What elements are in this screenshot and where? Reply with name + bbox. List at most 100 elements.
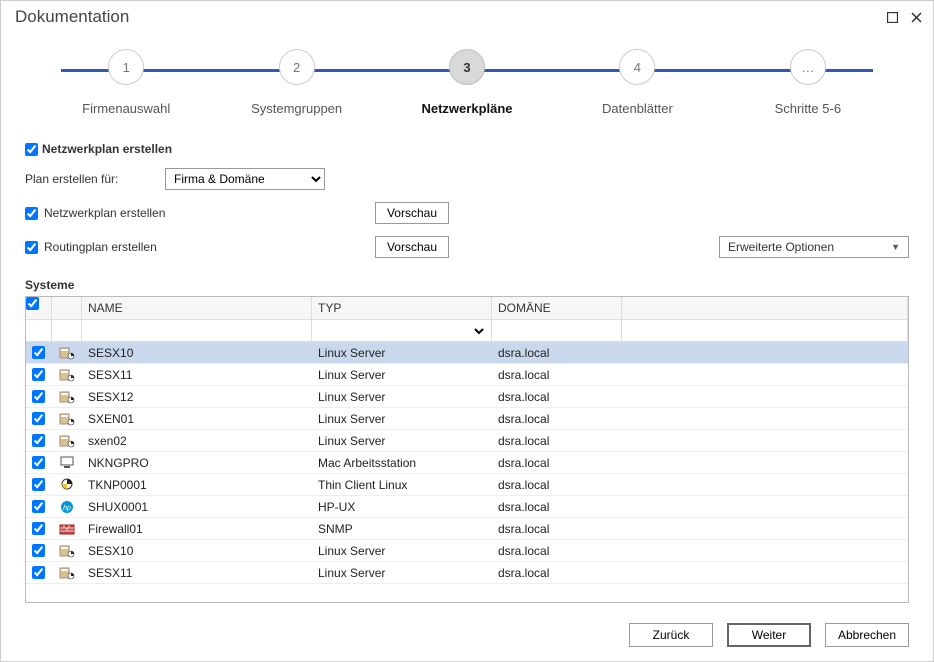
header-domain[interactable]: DOMÄNE bbox=[492, 297, 622, 320]
row-domain: dsra.local bbox=[492, 364, 622, 385]
advanced-options-label: Erweiterte Optionen bbox=[728, 240, 834, 254]
table-row[interactable]: hpSHUX0001HP-UXdsra.local bbox=[26, 496, 908, 518]
row-checkbox[interactable] bbox=[32, 346, 45, 359]
step-3-label: Netzwerkpläne bbox=[382, 101, 552, 116]
routing-row: Routingplan erstellen Vorschau Erweitert… bbox=[25, 236, 909, 258]
row-domain: dsra.local bbox=[492, 540, 622, 561]
table-row[interactable]: SESX12Linux Serverdsra.local bbox=[26, 386, 908, 408]
table-row[interactable]: SXEN01Linux Serverdsra.local bbox=[26, 408, 908, 430]
advanced-options-button[interactable]: Erweiterte Optionen ▼ bbox=[719, 236, 909, 258]
plan-for-label: Plan erstellen für: bbox=[25, 172, 155, 186]
table-row[interactable]: SESX10Linux Serverdsra.local bbox=[26, 342, 908, 364]
create-plan-checkbox[interactable] bbox=[25, 143, 38, 156]
filter-spare bbox=[622, 320, 908, 342]
row-checkbox-cell bbox=[26, 342, 52, 363]
preview-routing-button[interactable]: Vorschau bbox=[375, 236, 449, 258]
row-checkbox[interactable] bbox=[32, 434, 45, 447]
dialog-window: Dokumentation 1 Firmenauswahl 2 Systemgr… bbox=[0, 0, 934, 662]
system-type-icon bbox=[59, 544, 75, 558]
row-name: NKNGPRO bbox=[82, 452, 312, 473]
row-icon-cell bbox=[52, 562, 82, 583]
step-4-label: Datenblätter bbox=[552, 101, 722, 116]
row-spare bbox=[622, 474, 908, 495]
row-name: SESX10 bbox=[82, 540, 312, 561]
system-type-icon bbox=[59, 456, 75, 470]
table-row[interactable]: Firewall01SNMPdsra.local bbox=[26, 518, 908, 540]
row-domain: dsra.local bbox=[492, 430, 622, 451]
filter-name-input[interactable] bbox=[86, 322, 307, 340]
row-typ: Linux Server bbox=[312, 540, 492, 561]
routing-checkbox[interactable] bbox=[25, 241, 38, 254]
row-typ: Linux Server bbox=[312, 430, 492, 451]
row-domain: dsra.local bbox=[492, 408, 622, 429]
filter-typ-select[interactable] bbox=[316, 322, 487, 340]
row-checkbox[interactable] bbox=[32, 456, 45, 469]
step-1-circle: 1 bbox=[108, 49, 144, 85]
row-checkbox[interactable] bbox=[32, 500, 45, 513]
netzplan-row: Netzwerkplan erstellen Vorschau bbox=[25, 202, 909, 224]
table-row[interactable]: SESX11Linux Serverdsra.local bbox=[26, 562, 908, 584]
cancel-button[interactable]: Abbrechen bbox=[825, 623, 909, 647]
netzplan-checkbox[interactable] bbox=[25, 207, 38, 220]
row-spare bbox=[622, 496, 908, 517]
row-checkbox-cell bbox=[26, 364, 52, 385]
row-name: SESX10 bbox=[82, 342, 312, 363]
create-plan-label: Netzwerkplan erstellen bbox=[42, 142, 172, 156]
window-title: Dokumentation bbox=[15, 7, 129, 27]
table-row[interactable]: NKNGPROMac Arbeitsstationdsra.local bbox=[26, 452, 908, 474]
titlebar: Dokumentation bbox=[1, 1, 933, 31]
step-3[interactable]: 3 Netzwerkpläne bbox=[382, 49, 552, 116]
plan-for-select[interactable]: Firma & Domäne bbox=[165, 168, 325, 190]
row-spare bbox=[622, 562, 908, 583]
row-checkbox[interactable] bbox=[32, 522, 45, 535]
row-checkbox[interactable] bbox=[32, 566, 45, 579]
header-typ[interactable]: TYP bbox=[312, 297, 492, 320]
system-type-icon bbox=[59, 522, 75, 536]
row-spare bbox=[622, 364, 908, 385]
row-typ: Linux Server bbox=[312, 386, 492, 407]
next-button[interactable]: Weiter bbox=[727, 623, 811, 647]
filter-icon bbox=[52, 320, 82, 342]
step-2[interactable]: 2 Systemgruppen bbox=[211, 49, 381, 116]
row-domain: dsra.local bbox=[492, 496, 622, 517]
row-name: Firewall01 bbox=[82, 518, 312, 539]
step-2-circle: 2 bbox=[279, 49, 315, 85]
preview-netzplan-button[interactable]: Vorschau bbox=[375, 202, 449, 224]
row-name: SESX12 bbox=[82, 386, 312, 407]
row-spare bbox=[622, 408, 908, 429]
table-row[interactable]: TKNP0001Thin Client Linuxdsra.local bbox=[26, 474, 908, 496]
step-5[interactable]: … Schritte 5-6 bbox=[723, 49, 893, 116]
wizard-stepper: 1 Firmenauswahl 2 Systemgruppen 3 Netzwe… bbox=[1, 31, 933, 126]
step-5-label: Schritte 5-6 bbox=[723, 101, 893, 116]
systems-table: NAME TYP DOMÄNE SESX10Linux Serverdsra.l… bbox=[25, 296, 909, 603]
row-checkbox-cell bbox=[26, 496, 52, 517]
row-icon-cell bbox=[52, 386, 82, 407]
maximize-icon[interactable] bbox=[885, 10, 899, 24]
row-spare bbox=[622, 430, 908, 451]
close-icon[interactable] bbox=[909, 10, 923, 24]
system-type-icon bbox=[59, 390, 75, 404]
row-spare bbox=[622, 518, 908, 539]
step-1[interactable]: 1 Firmenauswahl bbox=[41, 49, 211, 116]
table-row[interactable]: SESX10Linux Serverdsra.local bbox=[26, 540, 908, 562]
row-checkbox[interactable] bbox=[32, 478, 45, 491]
back-button[interactable]: Zurück bbox=[629, 623, 713, 647]
table-body[interactable]: SESX10Linux Serverdsra.localSESX11Linux … bbox=[26, 342, 908, 602]
select-all-checkbox[interactable] bbox=[26, 297, 39, 310]
row-name: SHUX0001 bbox=[82, 496, 312, 517]
step-3-circle: 3 bbox=[449, 49, 485, 85]
row-checkbox-cell bbox=[26, 386, 52, 407]
step-4[interactable]: 4 Datenblätter bbox=[552, 49, 722, 116]
row-checkbox[interactable] bbox=[32, 412, 45, 425]
table-row[interactable]: SESX11Linux Serverdsra.local bbox=[26, 364, 908, 386]
row-name: SESX11 bbox=[82, 364, 312, 385]
row-typ: HP-UX bbox=[312, 496, 492, 517]
row-checkbox-cell bbox=[26, 474, 52, 495]
filter-domain-input[interactable] bbox=[496, 322, 617, 340]
row-checkbox[interactable] bbox=[32, 368, 45, 381]
table-row[interactable]: sxen02Linux Serverdsra.local bbox=[26, 430, 908, 452]
row-checkbox[interactable] bbox=[32, 544, 45, 557]
header-name[interactable]: NAME bbox=[82, 297, 312, 320]
row-typ: Linux Server bbox=[312, 342, 492, 363]
row-checkbox[interactable] bbox=[32, 390, 45, 403]
